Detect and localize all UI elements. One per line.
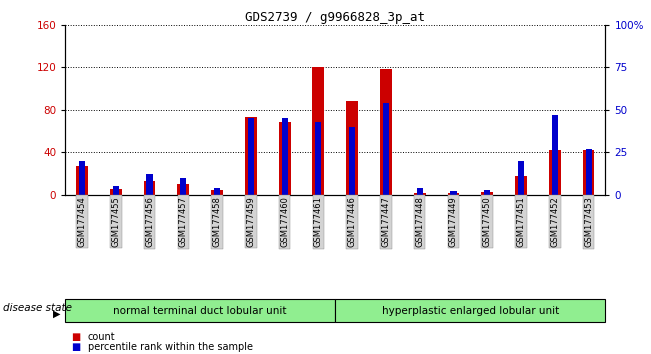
Text: ■: ■ [72,342,81,352]
Bar [214,188,220,195]
Bar [380,69,392,195]
Bar [552,115,558,195]
Bar [245,117,256,195]
Text: disease state: disease state [3,303,72,313]
Text: GSM177457: GSM177457 [179,196,187,247]
Bar [180,178,186,195]
Text: GSM177460: GSM177460 [280,196,289,247]
Bar [282,118,288,195]
Text: GSM177450: GSM177450 [483,196,492,247]
Bar [349,127,355,195]
Text: GSM177449: GSM177449 [449,196,458,247]
Text: hyperplastic enlarged lobular unit: hyperplastic enlarged lobular unit [381,306,559,316]
Bar [315,122,322,195]
Bar [312,67,324,195]
Bar [79,161,85,195]
Text: GSM177447: GSM177447 [381,196,391,247]
Text: GSM177456: GSM177456 [145,196,154,247]
Bar [484,190,490,195]
Text: normal terminal duct lobular unit: normal terminal duct lobular unit [113,306,287,316]
Bar [414,193,426,195]
Bar [113,186,118,195]
Bar [383,103,389,195]
Text: count: count [88,332,115,342]
Text: GSM177453: GSM177453 [584,196,593,247]
Bar [146,174,152,195]
Bar [583,150,594,195]
Text: GSM177455: GSM177455 [111,196,120,247]
Bar [518,161,524,195]
Text: ▶: ▶ [53,308,61,319]
Bar [481,192,493,195]
Bar [417,188,422,195]
Bar [110,189,122,195]
Text: GSM177451: GSM177451 [516,196,525,247]
Title: GDS2739 / g9966828_3p_at: GDS2739 / g9966828_3p_at [245,11,425,24]
Text: GSM177461: GSM177461 [314,196,323,247]
Text: GSM177452: GSM177452 [550,196,559,247]
Text: ■: ■ [72,332,81,342]
Bar [450,191,456,195]
Bar [248,118,254,195]
Bar [279,122,290,195]
Bar [447,193,460,195]
Text: percentile rank within the sample: percentile rank within the sample [88,342,253,352]
Bar [549,150,561,195]
Bar [346,101,358,195]
Text: GSM177446: GSM177446 [348,196,357,247]
Text: GSM177454: GSM177454 [77,196,87,247]
Bar [177,184,189,195]
Bar [585,149,592,195]
Bar [144,181,156,195]
Bar [211,190,223,195]
Text: GSM177448: GSM177448 [415,196,424,247]
Bar [76,166,88,195]
Text: GSM177459: GSM177459 [246,196,255,247]
Text: GSM177458: GSM177458 [213,196,221,247]
Bar [515,176,527,195]
